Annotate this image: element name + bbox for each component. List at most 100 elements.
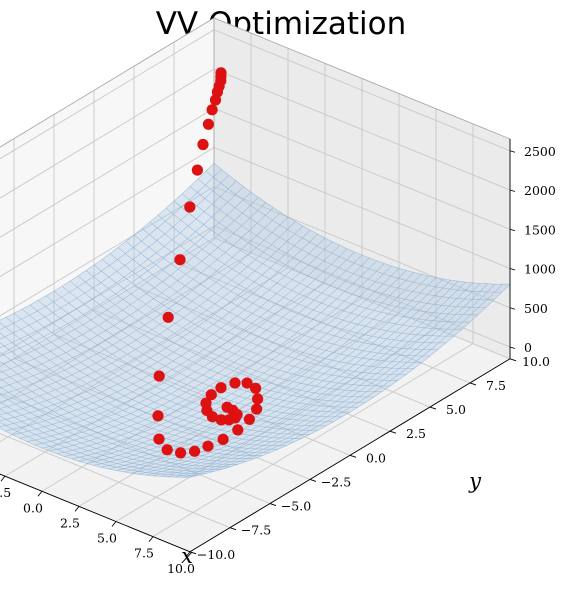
trajectory-point [153, 433, 165, 445]
y-tick-mark [189, 551, 197, 555]
left-pane [0, 18, 214, 367]
y-tick-label: 10.0 [522, 354, 550, 369]
trajectory-point [191, 164, 203, 176]
y-tick-mark [429, 406, 437, 410]
surface-mesh-line [61, 285, 358, 408]
surface-mesh-line [115, 277, 437, 471]
y-tick-label: −7.5 [241, 523, 271, 538]
left-grid-line-z [0, 147, 215, 278]
x-tick-label: −2.5 [0, 485, 11, 500]
surface-mesh-line [181, 193, 478, 316]
surface-mesh-line [152, 282, 474, 477]
trajectory-point [209, 94, 222, 106]
surface-mesh-line [71, 265, 392, 460]
x-tick-label: 0.0 [23, 500, 43, 515]
y-tick-mark [349, 454, 357, 458]
z-tick-mark [509, 150, 516, 153]
surface-mesh-line [160, 283, 481, 477]
trajectory-point [184, 201, 196, 213]
surface-mesh-line [49, 257, 370, 452]
surface-mesh-line [175, 283, 496, 478]
z-tick-label: 500 [524, 301, 548, 316]
x-tick-mark [37, 490, 43, 497]
floor-grid-line-y [0, 392, 271, 504]
x-tick-mark [148, 536, 154, 542]
z-tick-mark [509, 346, 516, 349]
back-grid-line-z [213, 107, 511, 230]
surface-mesh-line [133, 234, 430, 357]
trajectory-point [217, 433, 229, 445]
trajectory-point [197, 138, 209, 151]
surface-mesh-line [125, 241, 423, 363]
y-tick-label: 2.5 [406, 426, 426, 441]
surface-mesh-line [123, 278, 444, 473]
surface-mesh-line [197, 178, 495, 301]
trajectory-point [175, 447, 187, 459]
floor-grid-line-y [173, 261, 471, 384]
surface-mesh-line [165, 207, 462, 330]
y-tick-label: 5.0 [446, 402, 466, 417]
trajectory-point [221, 401, 233, 413]
surface-mesh-line [130, 279, 451, 474]
x-tick-mark [0, 475, 6, 482]
trajectory-point [174, 254, 186, 266]
z-tick-label: 1500 [524, 222, 556, 237]
z-tick-label: 0 [524, 340, 532, 355]
trajectory-point [251, 403, 263, 415]
surface-mesh-line [189, 186, 486, 308]
surface-mesh-line [93, 264, 390, 387]
trajectory-point [215, 382, 227, 394]
z-tick-mark [509, 268, 516, 271]
floor-grid-line-y [213, 237, 511, 360]
axes: −10.0−7.5−5.0−2.50.02.55.07.510.0−10.0−7… [0, 138, 556, 576]
z-tick-label: 2500 [524, 144, 556, 159]
z-tick-mark [509, 307, 516, 310]
x-tick-mark [74, 506, 80, 512]
z-tick-label: 2000 [524, 183, 556, 198]
y-tick-mark [389, 430, 397, 434]
surface-mesh-line [77, 275, 375, 398]
x-tick-mark [185, 551, 191, 558]
y-tick-mark [509, 358, 517, 362]
z-tick-mark [509, 189, 516, 192]
y-tick-label: −5.0 [281, 499, 311, 514]
floor-grid-line-y [133, 285, 431, 408]
x-tick-label: 7.5 [134, 546, 154, 561]
surface-mesh-line [141, 228, 439, 350]
z-tick-mark [509, 228, 516, 232]
left-grid-line-z [0, 68, 215, 199]
left-grid-line-z [0, 186, 215, 317]
surface-mesh-line [69, 280, 367, 403]
surface-mesh-line [138, 281, 459, 475]
trajectory-point [250, 382, 262, 394]
surface-mesh-line [167, 283, 488, 478]
surface-mesh-line [173, 200, 470, 323]
y-axis-label: y [468, 469, 482, 493]
surface-mesh-line [182, 284, 503, 478]
y-tick-label: −10.0 [197, 547, 235, 562]
surface-mesh-line [109, 253, 406, 375]
back-grid-line-z [213, 147, 511, 269]
z-tick-label: 1000 [524, 262, 556, 277]
surface-fill [0, 163, 510, 478]
y-tick-label: 0.0 [366, 450, 386, 465]
trajectory-point [241, 377, 253, 389]
wireframe-surface [0, 162, 511, 478]
left-grid-line-z [0, 29, 215, 160]
x-tick-label: 5.0 [97, 531, 117, 546]
surface-mesh-line [53, 290, 350, 413]
trajectory-point [152, 410, 164, 422]
trajectory-point [243, 413, 255, 425]
y-tick-mark [229, 527, 237, 531]
floor-grid-line-y [93, 309, 391, 432]
back-grid-line-z [213, 29, 511, 152]
trajectory-point [252, 393, 264, 405]
trajectory-point [229, 377, 241, 389]
x-tick-mark [111, 521, 117, 527]
surface-mesh-line [157, 214, 454, 337]
trajectory-point [153, 370, 165, 382]
x-tick-label: 2.5 [60, 515, 80, 530]
surface-mesh-line [85, 270, 383, 392]
back-grid-line-z [213, 186, 511, 309]
